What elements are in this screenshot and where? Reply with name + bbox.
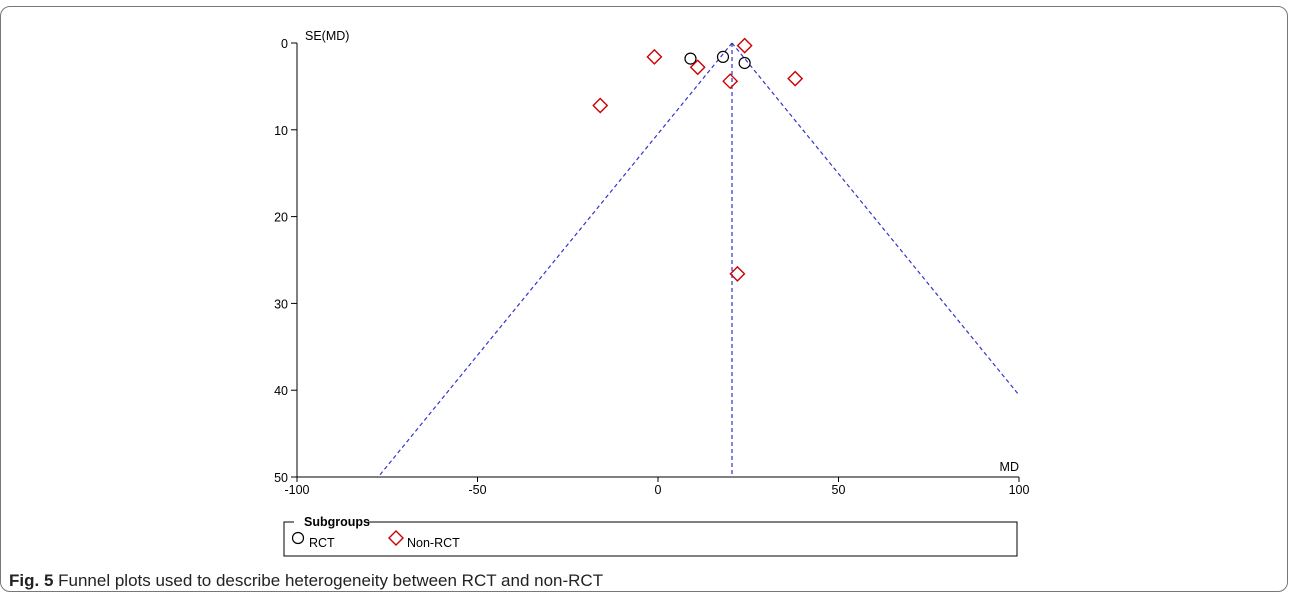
y-tick-label: 20 xyxy=(274,211,288,225)
y-tick-label: 30 xyxy=(274,297,288,311)
y-tick-label: 50 xyxy=(274,471,288,485)
legend-box xyxy=(283,521,1018,557)
x-axis-label: MD xyxy=(1000,460,1019,474)
caption-label: Fig. 5 xyxy=(9,571,54,590)
y-tick-label: 40 xyxy=(274,384,288,398)
figure-frame xyxy=(0,6,1288,592)
funnel-right-line xyxy=(731,42,1020,396)
non-rct-point xyxy=(722,73,739,90)
non-rct-point xyxy=(736,37,753,54)
rct-point xyxy=(716,50,730,63)
x-tick-label: -50 xyxy=(468,483,486,497)
figure-caption: Fig. 5 Funnel plots used to describe het… xyxy=(9,571,603,591)
non-rct-point xyxy=(689,59,706,76)
legend-rct-marker xyxy=(291,531,305,545)
non-rct-point xyxy=(787,70,804,87)
legend-title: Subgroups xyxy=(304,515,370,529)
x-tick-label: 50 xyxy=(832,483,846,497)
non-rct-point xyxy=(729,265,746,282)
y-tick-label: 0 xyxy=(281,37,288,51)
legend-rct-label: RCT xyxy=(309,536,335,550)
non-rct-point xyxy=(646,48,663,65)
funnel-left-line xyxy=(377,42,733,478)
legend-non-rct-marker xyxy=(388,530,404,546)
non-rct-point xyxy=(592,97,609,114)
x-tick-label: -100 xyxy=(284,483,309,497)
legend-non-rct-label: Non-RCT xyxy=(407,536,460,550)
x-tick-label: 0 xyxy=(655,483,662,497)
y-tick-label: 10 xyxy=(274,124,288,138)
y-axis-label: SE(MD) xyxy=(305,29,349,43)
rct-point xyxy=(684,52,697,65)
rct-point xyxy=(738,56,751,70)
caption-text: Funnel plots used to describe heterogene… xyxy=(58,571,604,590)
x-tick-label: 100 xyxy=(1009,483,1030,497)
